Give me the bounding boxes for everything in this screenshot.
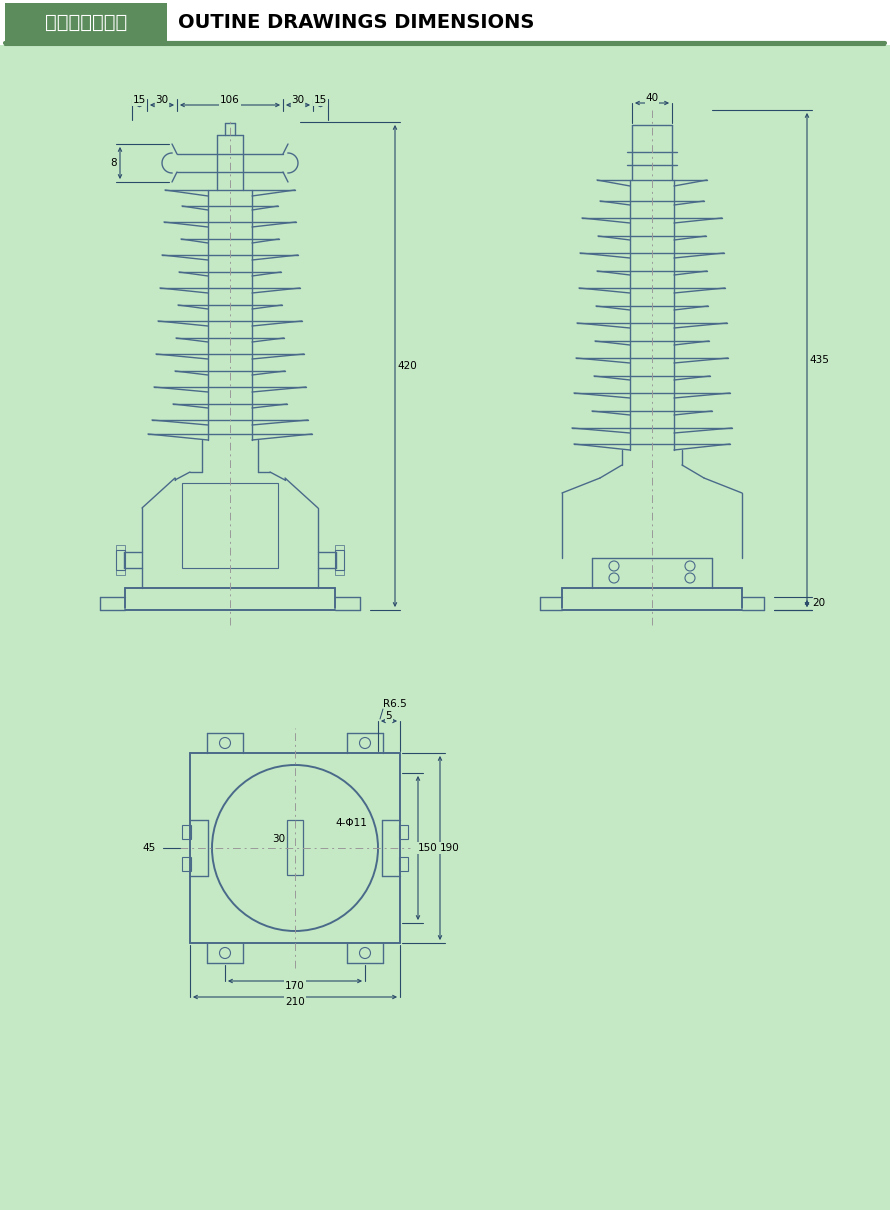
Bar xyxy=(182,857,191,871)
Text: 106: 106 xyxy=(220,96,240,105)
Text: 210: 210 xyxy=(285,997,305,1007)
Text: 30: 30 xyxy=(156,96,168,105)
Text: OUTINE DRAWINGS DIMENSIONS: OUTINE DRAWINGS DIMENSIONS xyxy=(178,13,534,31)
Bar xyxy=(0,0,890,45)
Bar xyxy=(116,544,125,575)
Text: 170: 170 xyxy=(285,981,305,991)
Text: 150: 150 xyxy=(418,843,438,853)
Text: 8: 8 xyxy=(110,159,117,168)
Bar xyxy=(116,551,125,570)
Text: 40: 40 xyxy=(645,93,659,103)
Bar xyxy=(287,820,303,875)
Text: 30: 30 xyxy=(271,834,285,845)
Text: 5: 5 xyxy=(385,711,392,721)
Bar xyxy=(399,857,408,871)
Text: 190: 190 xyxy=(441,843,460,853)
Text: 4-Φ11: 4-Φ11 xyxy=(335,818,367,828)
Text: 20: 20 xyxy=(813,599,826,609)
Text: 435: 435 xyxy=(809,355,829,365)
Text: 外形及安装尺寸: 外形及安装尺寸 xyxy=(44,13,127,31)
Text: 30: 30 xyxy=(291,96,304,105)
Bar xyxy=(182,483,278,567)
Bar xyxy=(399,825,408,839)
Text: 45: 45 xyxy=(142,843,156,853)
Bar xyxy=(5,2,167,42)
Bar xyxy=(335,544,344,575)
Text: 15: 15 xyxy=(314,96,328,105)
Text: R6.5: R6.5 xyxy=(383,699,407,709)
Text: 420: 420 xyxy=(397,361,417,371)
Bar xyxy=(335,551,344,570)
Bar xyxy=(182,825,191,839)
Text: 15: 15 xyxy=(133,96,146,105)
